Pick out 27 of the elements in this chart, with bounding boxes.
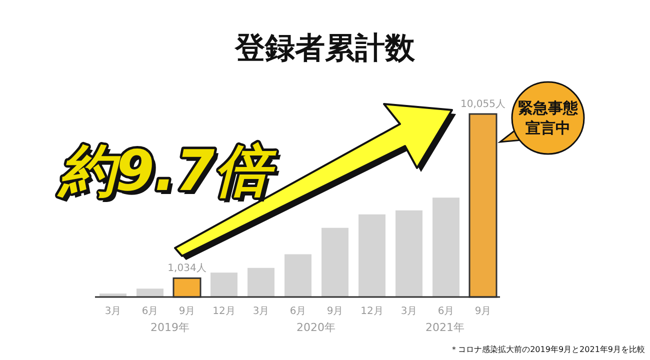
- x-tick-label: 9月: [178, 306, 196, 317]
- bar: [432, 198, 460, 297]
- bar: [248, 268, 274, 297]
- x-tick-label: 12月: [360, 306, 384, 317]
- x-tick-label: 3月: [400, 306, 418, 317]
- x-tick-label: 9月: [474, 306, 492, 317]
- bar: [396, 210, 422, 297]
- data-label: 1,034人: [168, 263, 206, 274]
- x-tick-label: 6月: [142, 306, 158, 317]
- text: 緊急事態宣言中: [517, 98, 579, 138]
- x-tick-label: 12月: [212, 306, 236, 317]
- x-tick-label: 9月: [326, 306, 344, 317]
- x-tick-label: 6月: [290, 306, 306, 317]
- text: 2020年: [296, 321, 336, 334]
- bar: [136, 288, 164, 297]
- bar: [322, 228, 348, 297]
- text: 2021年: [426, 321, 464, 334]
- x-tick-label: 6月: [438, 306, 454, 317]
- data-label: 10,055人: [460, 99, 506, 110]
- bar: [210, 272, 238, 297]
- chart-title: 登録者累計数: [234, 31, 416, 66]
- bar: [284, 254, 312, 297]
- bar: [358, 214, 386, 297]
- x-tick-label: 3月: [104, 306, 122, 317]
- text: 2019年: [150, 321, 190, 334]
- x-tick-label: 3月: [252, 306, 270, 317]
- text: ＊コロナ感染拡大前の2019年9月と2021年9月を比較: [450, 345, 645, 354]
